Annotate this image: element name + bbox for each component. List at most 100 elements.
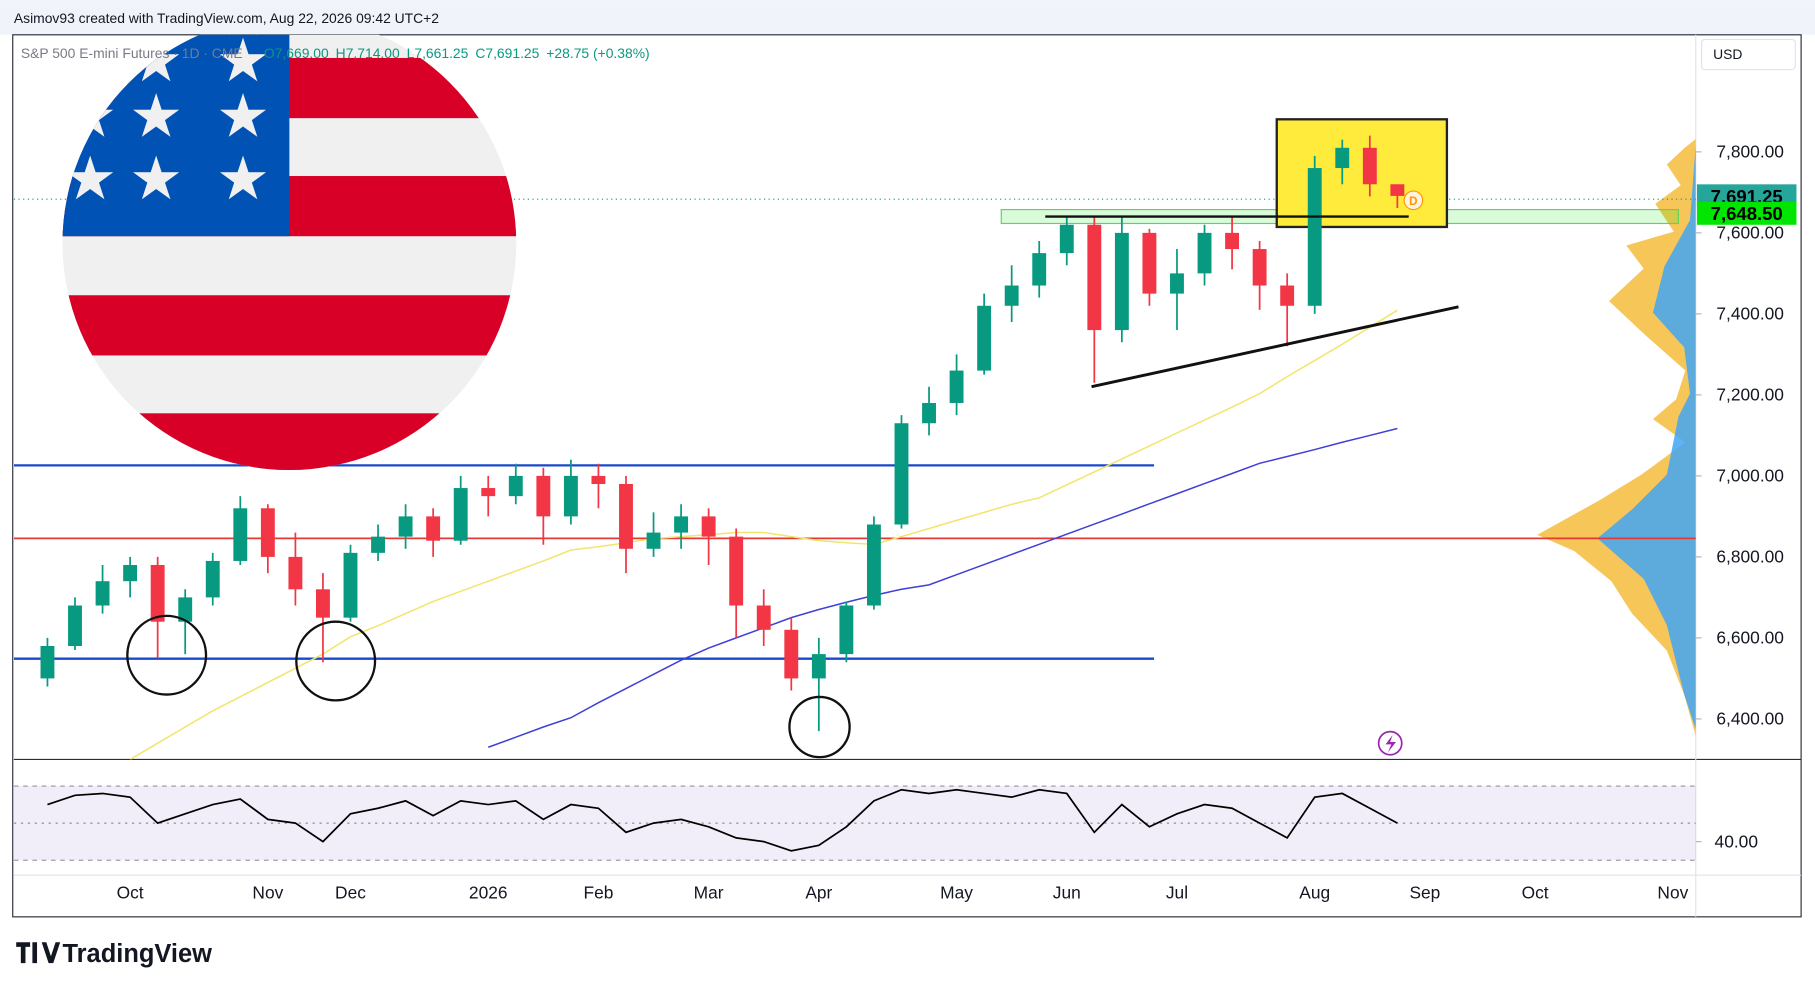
y-tick-label: 7,200.00 — [1716, 385, 1784, 405]
dividend-marker[interactable] — [1403, 190, 1424, 211]
y-tick-label: 7,000.00 — [1716, 466, 1784, 486]
candle-body — [1225, 232, 1240, 250]
y-tick-label: 7,800.00 — [1716, 142, 1784, 162]
x-tick-label: Aug — [1299, 882, 1330, 902]
candle-body — [1032, 253, 1047, 286]
candle-body — [1170, 273, 1184, 294]
header-bar — [0, 0, 1815, 35]
candle-body — [68, 605, 82, 647]
rsi-tick-label: 40.00 — [1715, 831, 1758, 851]
candle-body — [178, 597, 193, 622]
candle-body — [591, 475, 606, 484]
y-tick-label: 7,600.00 — [1716, 223, 1784, 243]
moving-average — [487, 427, 1398, 748]
candle-body — [123, 564, 138, 582]
candle-body — [481, 488, 496, 497]
currency-button[interactable] — [1700, 38, 1796, 71]
svg-text:★: ★ — [216, 27, 270, 94]
moving-average — [129, 309, 1398, 760]
candle-body — [619, 483, 633, 549]
candle-body — [563, 475, 578, 517]
candle-body — [756, 605, 771, 630]
candle-body — [1307, 168, 1322, 306]
trend-line — [1091, 305, 1459, 389]
symbol-title: S&P 500 E-mini Futures · 1D · CME — [21, 45, 243, 61]
candle-body — [1252, 249, 1267, 286]
candle-body — [1142, 232, 1157, 294]
candle-body — [316, 589, 330, 618]
frame — [12, 34, 1802, 918]
x-tick-label: Oct — [1522, 882, 1549, 902]
header: Asimov93 created with TradingView.com, A… — [14, 10, 439, 26]
candle-body — [1362, 147, 1377, 185]
legend-value: L7,661.25 — [407, 45, 469, 61]
legend-value: C7,691.25 — [475, 45, 539, 61]
circle-annotation — [126, 614, 208, 696]
candle-body — [811, 654, 826, 679]
candle-body — [839, 605, 854, 655]
svg-text:★: ★ — [216, 0, 270, 48]
x-tick-label: Jul — [1166, 882, 1188, 902]
legend: S&P 500 E-mini Futures · 1D · CME O7,669… — [21, 45, 650, 61]
x-tick-label: Apr — [805, 882, 832, 902]
x-tick-label: Feb — [583, 882, 613, 902]
rsi-line — [47, 788, 1398, 852]
candle-body — [1280, 285, 1295, 306]
flag: ★★★★★★★★★ — [62, 0, 517, 471]
svg-text:★: ★ — [129, 145, 183, 212]
candle-body — [426, 516, 441, 541]
svg-text:★: ★ — [129, 83, 183, 150]
candle-body — [729, 536, 744, 606]
candle-body — [949, 370, 964, 403]
legend-value: H7,714.00 — [336, 45, 400, 61]
rsi-pane — [13, 785, 1696, 861]
y-tick-label: 6,400.00 — [1716, 709, 1784, 729]
currency[interactable]: USD — [1713, 46, 1742, 62]
candle-body — [150, 564, 165, 622]
plot: ★★★★★★★★★ — [13, 0, 1696, 760]
price-label: 7,648.50 — [1711, 203, 1783, 224]
price-label-box — [1696, 201, 1797, 225]
y-tick-label: 6,600.00 — [1716, 628, 1784, 648]
x-tick-label: Mar — [694, 882, 724, 902]
footer-logo: TradingView — [16, 940, 212, 968]
candle-body — [1059, 224, 1074, 254]
candle-body — [343, 552, 358, 618]
candle-body — [866, 524, 881, 606]
svg-text:★: ★ — [216, 145, 270, 212]
event-marker[interactable] — [1377, 730, 1403, 756]
x-tick-label: Sep — [1409, 882, 1440, 902]
candle-body — [922, 402, 936, 424]
circle-annotation — [788, 695, 851, 759]
highlight-box — [1275, 118, 1449, 229]
candle-body — [40, 646, 55, 679]
candle-body — [205, 560, 220, 598]
candle-body — [398, 516, 413, 537]
candle-body — [95, 581, 110, 606]
candle-body — [1390, 184, 1405, 196]
event-icon — [1385, 735, 1396, 753]
candle-body — [784, 629, 799, 679]
y-tick-label: 6,800.00 — [1716, 547, 1784, 567]
candle-body — [371, 536, 385, 553]
candle-body — [977, 305, 992, 371]
candle-body — [1335, 147, 1350, 169]
price-label: 7,691.25 — [1711, 186, 1783, 207]
volume-profile — [1597, 144, 1696, 730]
candle-body — [1114, 232, 1129, 331]
x-tick-label: Nov — [252, 882, 283, 902]
x-tick-label: Jun — [1053, 882, 1081, 902]
candle-body — [674, 516, 689, 533]
candle-body — [894, 423, 909, 525]
svg-text:★: ★ — [216, 83, 270, 150]
candle-body — [536, 475, 551, 517]
candle-body — [646, 532, 661, 549]
y-tick-label: 7,400.00 — [1716, 304, 1784, 324]
circle-annotation — [295, 620, 377, 702]
candle-body — [453, 488, 468, 541]
x-tick-label: Oct — [117, 882, 144, 902]
candle-body — [1087, 224, 1102, 331]
legend-value: +28.75 (+0.38%) — [546, 45, 649, 61]
dividend-letter: D — [1409, 196, 1417, 208]
